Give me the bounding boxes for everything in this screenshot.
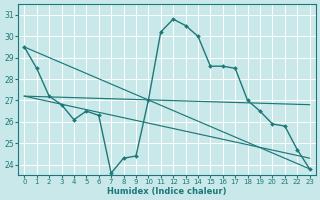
X-axis label: Humidex (Indice chaleur): Humidex (Indice chaleur) [107,187,227,196]
